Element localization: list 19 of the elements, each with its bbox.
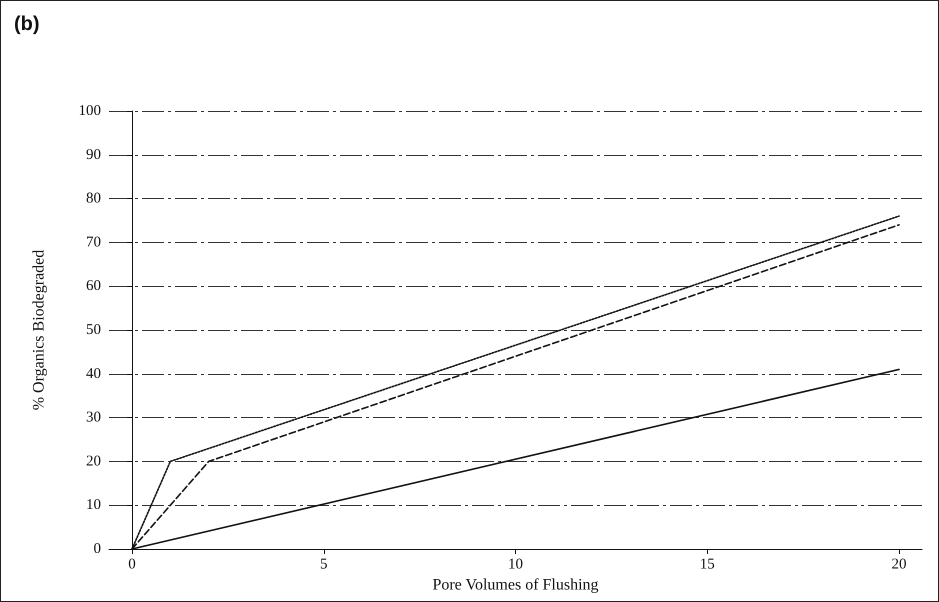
y-tick-label: 0 — [94, 541, 101, 557]
y-tick-label: 50 — [86, 322, 101, 338]
y-tick-label: 10 — [86, 497, 101, 514]
y-tick-label: 30 — [86, 410, 101, 426]
y-tick-label: 100 — [78, 103, 101, 119]
chart-title: (b) — [14, 13, 40, 35]
y-tick-label: 90 — [86, 146, 101, 163]
x-tick-label: 5 — [320, 556, 328, 572]
y-tick-label: 80 — [86, 190, 101, 207]
x-tick-label: 0 — [128, 556, 136, 572]
x-tick-label: 20 — [891, 556, 906, 572]
y-axis-title: % Organics Biodegraded — [30, 250, 48, 410]
x-tick-label: 10 — [508, 556, 523, 572]
y-tick-label: 60 — [86, 278, 101, 294]
y-tick-label: 70 — [86, 234, 101, 250]
x-axis-title: Pore Volumes of Flushing — [432, 576, 599, 594]
y-tick-label: 20 — [86, 453, 101, 470]
x-tick-label: 15 — [700, 556, 715, 572]
y-tick-label: 40 — [86, 366, 101, 382]
